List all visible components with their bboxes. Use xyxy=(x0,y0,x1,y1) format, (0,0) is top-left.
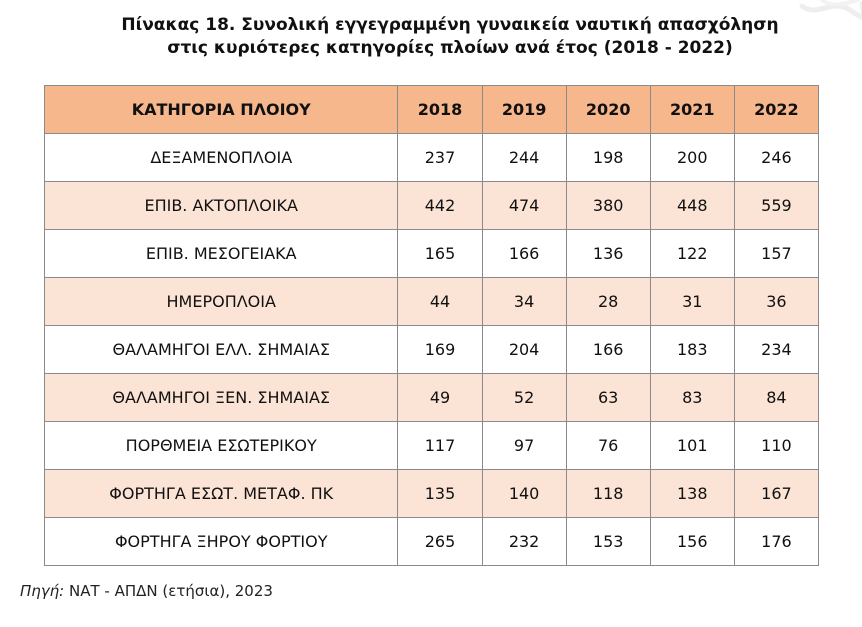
source-note: Πηγή: ΝΑΤ - ΑΠΔΝ (ετήσια), 2023 xyxy=(20,582,273,600)
value-cell: 380 xyxy=(565,181,651,230)
value-cell: 140 xyxy=(481,469,567,518)
table-row: ΕΠΙΒ. ΜΕΣΟΓΕΙΑΚΑ 165 166 136 122 157 xyxy=(43,229,820,278)
value-cell: 63 xyxy=(565,373,651,422)
value-cell: 442 xyxy=(397,181,483,230)
category-cell: ΕΠΙΒ. ΑΚΤΟΠΛΟΙΚΑ xyxy=(43,181,399,230)
value-cell: 117 xyxy=(397,421,483,470)
value-cell: 474 xyxy=(481,181,567,230)
value-cell: 237 xyxy=(397,133,483,182)
category-cell: ΘΑΛΑΜΗΓΟΙ ΕΛΛ. ΣΗΜΑΙΑΣ xyxy=(43,325,399,374)
value-cell: 135 xyxy=(397,469,483,518)
value-cell: 198 xyxy=(565,133,651,182)
table-row: ΔΕΞΑΜΕΝΟΠΛΟΙΑ 237 244 198 200 246 xyxy=(43,133,820,182)
value-cell: 118 xyxy=(565,469,651,518)
value-cell: 83 xyxy=(649,373,735,422)
value-cell: 76 xyxy=(565,421,651,470)
value-cell: 246 xyxy=(733,133,820,182)
table-title-line-2: στις κυριότερες κατηγορίες πλοίων ανά έτ… xyxy=(167,38,733,58)
value-cell: 157 xyxy=(733,229,820,278)
value-cell: 448 xyxy=(649,181,735,230)
value-cell: 36 xyxy=(733,277,820,326)
value-cell: 232 xyxy=(481,517,567,566)
header-year: 2019 xyxy=(481,85,567,134)
value-cell: 265 xyxy=(397,517,483,566)
value-cell: 200 xyxy=(649,133,735,182)
value-cell: 84 xyxy=(733,373,820,422)
value-cell: 101 xyxy=(649,421,735,470)
value-cell: 52 xyxy=(481,373,567,422)
value-cell: 28 xyxy=(565,277,651,326)
value-cell: 138 xyxy=(649,469,735,518)
employment-table: ΚΑΤΗΓΟΡΙΑ ΠΛΟΙΟΥ 2018 2019 2020 2021 202… xyxy=(43,85,820,566)
header-category: ΚΑΤΗΓΟΡΙΑ ΠΛΟΙΟΥ xyxy=(43,85,399,134)
table-title: Πίνακας 18. Συνολική εγγεγραμμένη γυναικ… xyxy=(0,14,862,60)
value-cell: 559 xyxy=(733,181,820,230)
header-year: 2022 xyxy=(733,85,820,134)
value-cell: 34 xyxy=(481,277,567,326)
value-cell: 169 xyxy=(397,325,483,374)
table-header-row: ΚΑΤΗΓΟΡΙΑ ΠΛΟΙΟΥ 2018 2019 2020 2021 202… xyxy=(43,85,820,134)
table-row: ΘΑΛΑΜΗΓΟΙ ΞΕΝ. ΣΗΜΑΙΑΣ 49 52 63 83 84 xyxy=(43,373,820,422)
category-cell: ΦΟΡΤΗΓΑ ΞΗΡΟΥ ΦΟΡΤΙΟΥ xyxy=(43,517,399,566)
value-cell: 153 xyxy=(565,517,651,566)
value-cell: 167 xyxy=(733,469,820,518)
category-cell: ΠΟΡΘΜΕΙΑ ΕΣΩΤΕΡΙΚΟΥ xyxy=(43,421,399,470)
value-cell: 204 xyxy=(481,325,567,374)
table-row: ΠΟΡΘΜΕΙΑ ΕΣΩΤΕΡΙΚΟΥ 117 97 76 101 110 xyxy=(43,421,820,470)
category-cell: ΗΜΕΡΟΠΛΟΙΑ xyxy=(43,277,399,326)
value-cell: 166 xyxy=(481,229,567,278)
value-cell: 136 xyxy=(565,229,651,278)
category-cell: ΘΑΛΑΜΗΓΟΙ ΞΕΝ. ΣΗΜΑΙΑΣ xyxy=(43,373,399,422)
source-label: Πηγή: xyxy=(20,582,65,600)
table-row: ΦΟΡΤΗΓΑ ΞΗΡΟΥ ΦΟΡΤΙΟΥ 265 232 153 156 17… xyxy=(43,517,820,566)
value-cell: 110 xyxy=(733,421,820,470)
table-row: ΘΑΛΑΜΗΓΟΙ ΕΛΛ. ΣΗΜΑΙΑΣ 169 204 166 183 2… xyxy=(43,325,820,374)
value-cell: 234 xyxy=(733,325,820,374)
category-cell: ΕΠΙΒ. ΜΕΣΟΓΕΙΑΚΑ xyxy=(43,229,399,278)
header-year: 2020 xyxy=(565,85,651,134)
value-cell: 244 xyxy=(481,133,567,182)
value-cell: 31 xyxy=(649,277,735,326)
table-row: ΕΠΙΒ. ΑΚΤΟΠΛΟΙΚΑ 442 474 380 448 559 xyxy=(43,181,820,230)
value-cell: 176 xyxy=(733,517,820,566)
value-cell: 166 xyxy=(565,325,651,374)
category-cell: ΔΕΞΑΜΕΝΟΠΛΟΙΑ xyxy=(43,133,399,182)
header-year: 2021 xyxy=(649,85,735,134)
value-cell: 183 xyxy=(649,325,735,374)
category-cell: ΦΟΡΤΗΓΑ ΕΣΩΤ. ΜΕΤΑΦ. ΠΚ xyxy=(43,469,399,518)
table-title-line-1: Πίνακας 18. Συνολική εγγεγραμμένη γυναικ… xyxy=(121,15,779,35)
value-cell: 156 xyxy=(649,517,735,566)
header-year: 2018 xyxy=(397,85,483,134)
wave-decoration-icon xyxy=(799,0,862,20)
value-cell: 49 xyxy=(397,373,483,422)
value-cell: 122 xyxy=(649,229,735,278)
table-row: ΦΟΡΤΗΓΑ ΕΣΩΤ. ΜΕΤΑΦ. ΠΚ 135 140 118 138 … xyxy=(43,469,820,518)
source-text: ΝΑΤ - ΑΠΔΝ (ετήσια), 2023 xyxy=(64,582,273,600)
value-cell: 97 xyxy=(481,421,567,470)
value-cell: 44 xyxy=(397,277,483,326)
value-cell: 165 xyxy=(397,229,483,278)
table-row: ΗΜΕΡΟΠΛΟΙΑ 44 34 28 31 36 xyxy=(43,277,820,326)
